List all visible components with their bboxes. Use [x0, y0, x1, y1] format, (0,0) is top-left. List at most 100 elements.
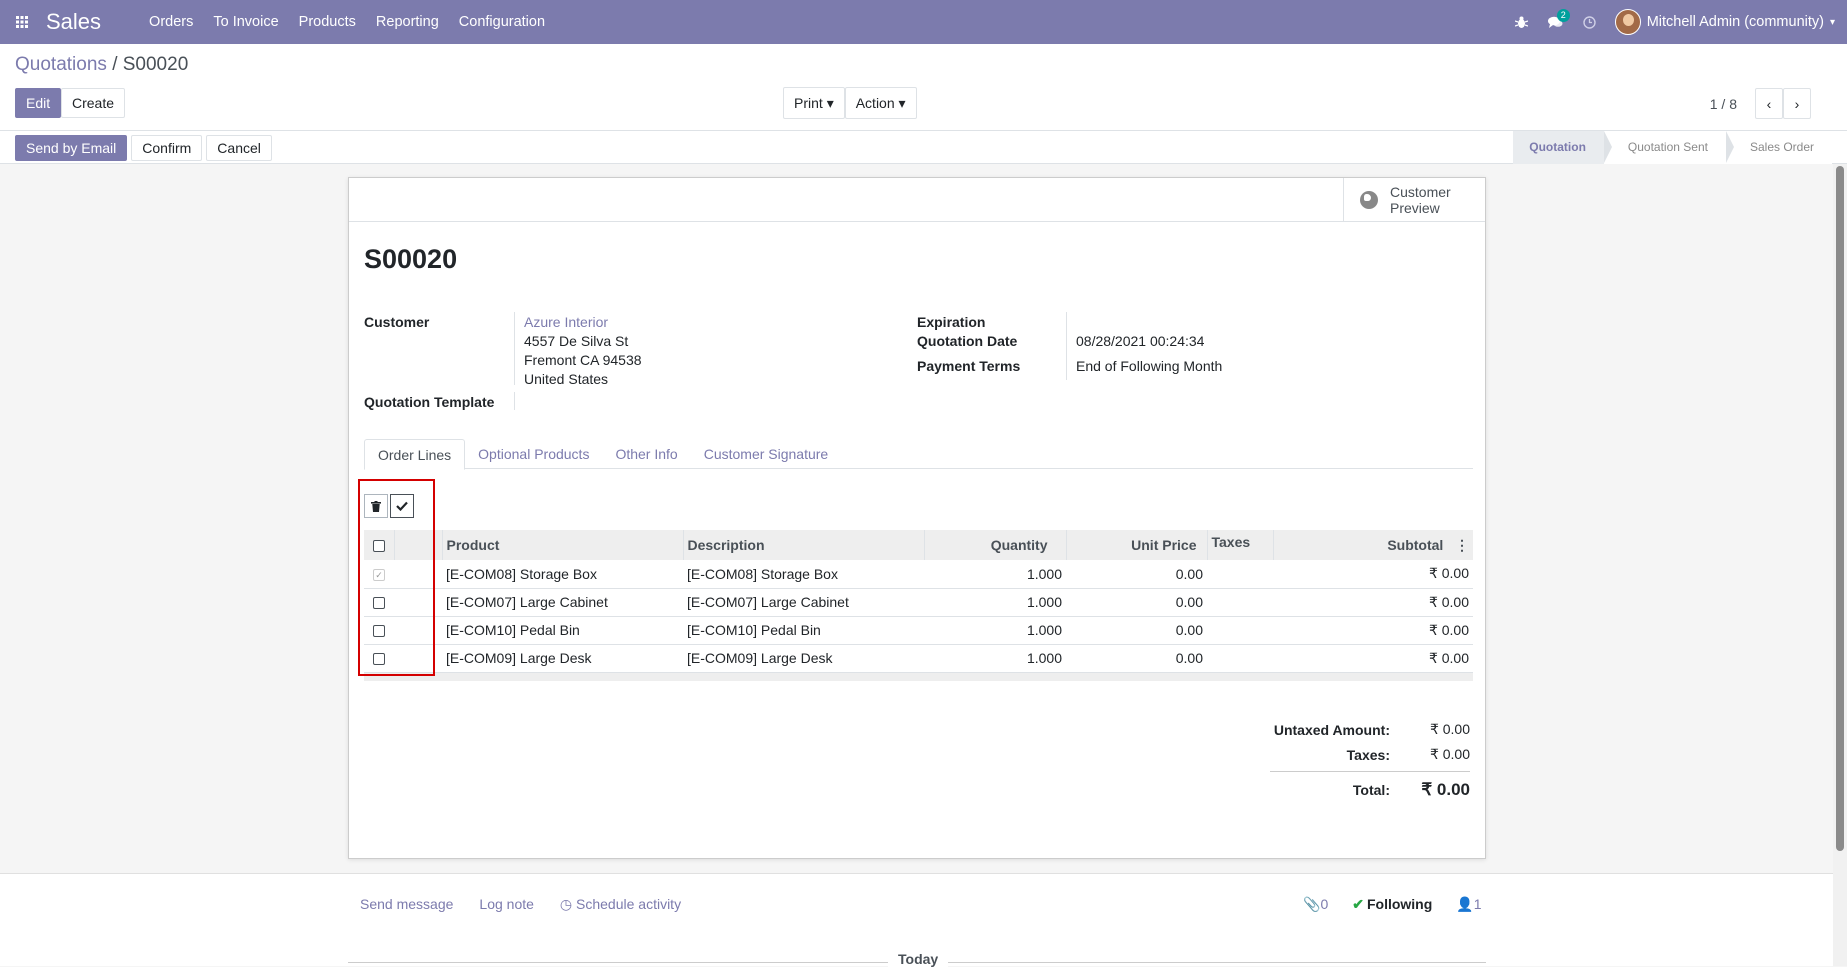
subtotal-header-label: Subtotal	[1387, 536, 1444, 553]
cell-quantity[interactable]: 1.000	[924, 588, 1066, 617]
quotation-date-label: Quotation Date	[917, 333, 1018, 349]
scrollbar-thumb[interactable]	[1836, 166, 1844, 851]
cell-product[interactable]: [E-COM09] Large Desk	[442, 644, 683, 673]
check-icon: ✔	[1352, 896, 1364, 912]
cell-product[interactable]: [E-COM10] Pedal Bin	[442, 616, 683, 645]
header-taxes[interactable]: Taxes	[1206, 530, 1273, 560]
table-row[interactable]: ✓ [E-COM08] Storage Box [E-COM08] Storag…	[364, 560, 1473, 589]
breadcrumb-quotations[interactable]: Quotations	[15, 54, 107, 75]
vertical-scrollbar[interactable]	[1833, 164, 1847, 966]
payment-terms-value: End of Following Month	[1076, 358, 1223, 374]
follower-count: 1	[1473, 896, 1482, 912]
table-row[interactable]: [E-COM10] Pedal Bin [E-COM10] Pedal Bin …	[364, 616, 1473, 645]
select-all-checkbox[interactable]	[372, 540, 385, 553]
taxes-value: ₹ 0.00	[1429, 746, 1470, 762]
stage-quotation-sent[interactable]: Quotation Sent	[1603, 131, 1735, 164]
menu-products[interactable]: Products	[298, 14, 356, 30]
delete-lines-button[interactable]	[364, 494, 388, 518]
row-checkbox[interactable]	[373, 625, 385, 638]
total-row: Total: ₹ 0.00	[1270, 771, 1470, 803]
tab-order-lines[interactable]: Order Lines	[364, 439, 466, 470]
breadcrumb-current: S00020	[122, 54, 189, 75]
cell-taxes[interactable]	[1207, 644, 1273, 673]
cell-product[interactable]: [E-COM08] Storage Box	[442, 560, 683, 589]
order-totals: Untaxed Amount: ₹ 0.00 Taxes: ₹ 0.00 Tot…	[1270, 717, 1470, 803]
cell-subtotal: ₹ 0.00	[1273, 588, 1473, 617]
caret-down-icon: ▾	[826, 94, 834, 111]
bug-icon[interactable]	[1505, 0, 1539, 44]
confirm-button[interactable]: Confirm	[131, 134, 203, 161]
print-dropdown[interactable]: Print ▾	[783, 87, 845, 119]
order-title: S00020	[364, 244, 458, 274]
followers-button[interactable]: 👤1	[1456, 896, 1481, 913]
cell-quantity[interactable]: 1.000	[924, 644, 1066, 673]
header-quantity[interactable]: Quantity	[923, 530, 1066, 560]
menu-to-invoice[interactable]: To Invoice	[213, 14, 279, 30]
validate-lines-button[interactable]	[390, 494, 414, 518]
cell-quantity[interactable]: 1.000	[924, 616, 1066, 645]
send-message-button[interactable]: Send message	[360, 896, 454, 912]
stage-quotation[interactable]: Quotation	[1513, 131, 1612, 164]
quotation-date-value: 08/28/2021 00:24:34	[1076, 333, 1205, 349]
apps-menu-icon[interactable]	[0, 0, 44, 44]
cell-taxes[interactable]	[1207, 588, 1273, 617]
action-dropdown[interactable]: Action ▾	[844, 87, 917, 119]
customer-link[interactable]: Azure Interior	[524, 314, 609, 330]
header-subtotal[interactable]: Subtotal ⋮	[1272, 530, 1473, 560]
header-unit-price[interactable]: Unit Price	[1065, 530, 1207, 560]
activity-clock-icon[interactable]	[1573, 0, 1607, 44]
edit-button[interactable]: Edit	[15, 88, 62, 118]
cell-description[interactable]: [E-COM09] Large Desk	[683, 644, 924, 673]
cell-description[interactable]: [E-COM08] Storage Box	[683, 560, 924, 589]
cell-unit-price[interactable]: 0.00	[1066, 560, 1207, 589]
cell-description[interactable]: [E-COM07] Large Cabinet	[683, 588, 924, 617]
preview-line1: Customer	[1390, 184, 1451, 200]
row-checkbox[interactable]	[373, 653, 385, 666]
following-button[interactable]: ✔ Following	[1352, 896, 1432, 913]
cell-description[interactable]: [E-COM10] Pedal Bin	[683, 616, 924, 645]
table-row[interactable]: [E-COM09] Large Desk [E-COM09] Large Des…	[364, 644, 1473, 673]
create-button[interactable]: Create	[61, 88, 126, 118]
cancel-button[interactable]: Cancel	[206, 134, 272, 161]
table-footer	[364, 673, 1473, 681]
checkmark-icon	[396, 501, 408, 511]
form-statusbar: Send by Email Confirm Cancel Quotation Q…	[0, 130, 1847, 164]
menu-reporting[interactable]: Reporting	[375, 14, 439, 30]
table-row[interactable]: [E-COM07] Large Cabinet [E-COM07] Large …	[364, 588, 1473, 617]
stage-pipeline: Quotation Quotation Sent Sales Order	[1513, 131, 1847, 164]
cell-unit-price[interactable]: 0.00	[1066, 616, 1207, 645]
pager-next-button[interactable]: ›	[1783, 88, 1811, 119]
schedule-activity-button[interactable]: ◷ Schedule activity	[560, 896, 681, 913]
pager-previous-button[interactable]: ‹	[1755, 88, 1783, 119]
taxes-label: Taxes:	[1346, 746, 1390, 763]
messages-badge: 2	[1556, 9, 1570, 22]
cell-taxes[interactable]	[1207, 616, 1273, 645]
cell-unit-price[interactable]: 0.00	[1066, 644, 1207, 673]
main-menu: Orders To Invoice Products Reporting Con…	[139, 0, 555, 44]
row-checkbox-checked[interactable]: ✓	[373, 569, 385, 582]
status-actions: Send by Email Confirm Cancel	[0, 134, 272, 161]
log-note-button[interactable]: Log note	[479, 896, 534, 912]
cell-quantity[interactable]: 1.000	[924, 560, 1066, 589]
row-select-cell	[364, 588, 394, 617]
cell-product[interactable]: [E-COM07] Large Cabinet	[442, 588, 683, 617]
header-description[interactable]: Description	[682, 530, 924, 560]
tab-customer-signature[interactable]: Customer Signature	[703, 446, 829, 462]
pager-value[interactable]: 1 / 8	[1709, 95, 1737, 112]
customer-preview-button[interactable]: Customer Preview	[1343, 178, 1485, 222]
user-menu[interactable]: Mitchell Admin (community) ▾	[1607, 9, 1847, 35]
row-checkbox[interactable]	[373, 597, 385, 610]
tab-optional-products[interactable]: Optional Products	[478, 446, 590, 462]
menu-orders[interactable]: Orders	[149, 14, 194, 30]
optional-columns-icon[interactable]: ⋮	[1455, 536, 1469, 553]
send-by-email-button[interactable]: Send by Email	[15, 134, 128, 161]
app-brand[interactable]: Sales	[46, 9, 102, 34]
cell-unit-price[interactable]: 0.00	[1066, 588, 1207, 617]
header-product[interactable]: Product	[441, 530, 683, 560]
messages-icon[interactable]: 2	[1539, 0, 1573, 44]
menu-configuration[interactable]: Configuration	[458, 14, 546, 30]
stage-sales-order[interactable]: Sales Order	[1725, 131, 1832, 164]
cell-taxes[interactable]	[1207, 560, 1273, 589]
tab-other-info[interactable]: Other Info	[615, 446, 678, 462]
attachments-button[interactable]: 📎0	[1303, 896, 1328, 913]
